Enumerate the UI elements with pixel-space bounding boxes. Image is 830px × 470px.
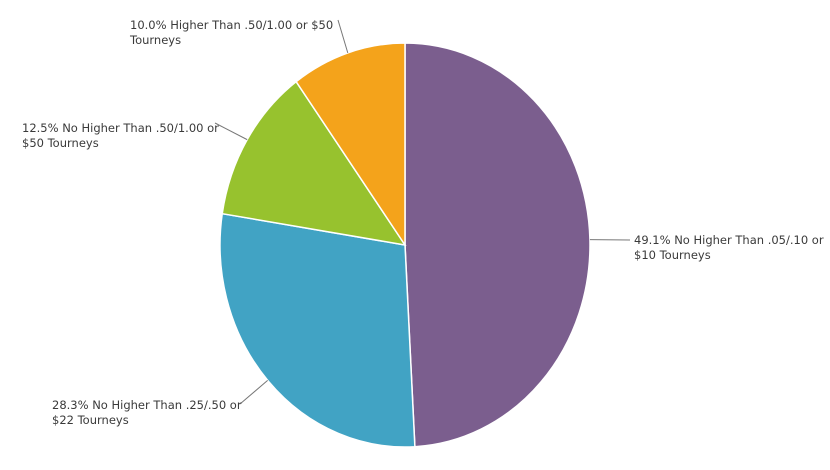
- category-label: No Higher Than .05/.10 or $10 Tourneys: [634, 233, 824, 262]
- value-label: 10.0%: [130, 18, 167, 32]
- pie-slice: [295, 42, 406, 248]
- pie-slice: [219, 212, 416, 448]
- category-label: Higher Than .50/1.00 or $50 Tourneys: [130, 18, 334, 47]
- slice-label: 49.1% No Higher Than .05/.10 or $10 Tour…: [634, 233, 824, 263]
- pie-slice: [404, 42, 591, 448]
- category-label: No Higher Than .50/1.00 or $50 Tourneys: [22, 121, 219, 150]
- leader-line: [337, 19, 349, 54]
- slice-label: 10.0% Higher Than .50/1.00 or $50 Tourne…: [130, 18, 340, 48]
- category-label: No Higher Than .25/.50 or $22 Tourneys: [52, 398, 242, 427]
- slice-label: 28.3% No Higher Than .25/.50 or $22 Tour…: [52, 398, 252, 428]
- pie-slice: [221, 80, 407, 247]
- value-label: 28.3%: [52, 398, 89, 412]
- leader-line: [239, 379, 268, 405]
- value-label: 12.5%: [22, 121, 59, 135]
- value-label: 49.1%: [634, 233, 671, 247]
- slice-label: 12.5% No Higher Than .50/1.00 or $50 Tou…: [22, 121, 222, 151]
- leader-line: [214, 122, 248, 141]
